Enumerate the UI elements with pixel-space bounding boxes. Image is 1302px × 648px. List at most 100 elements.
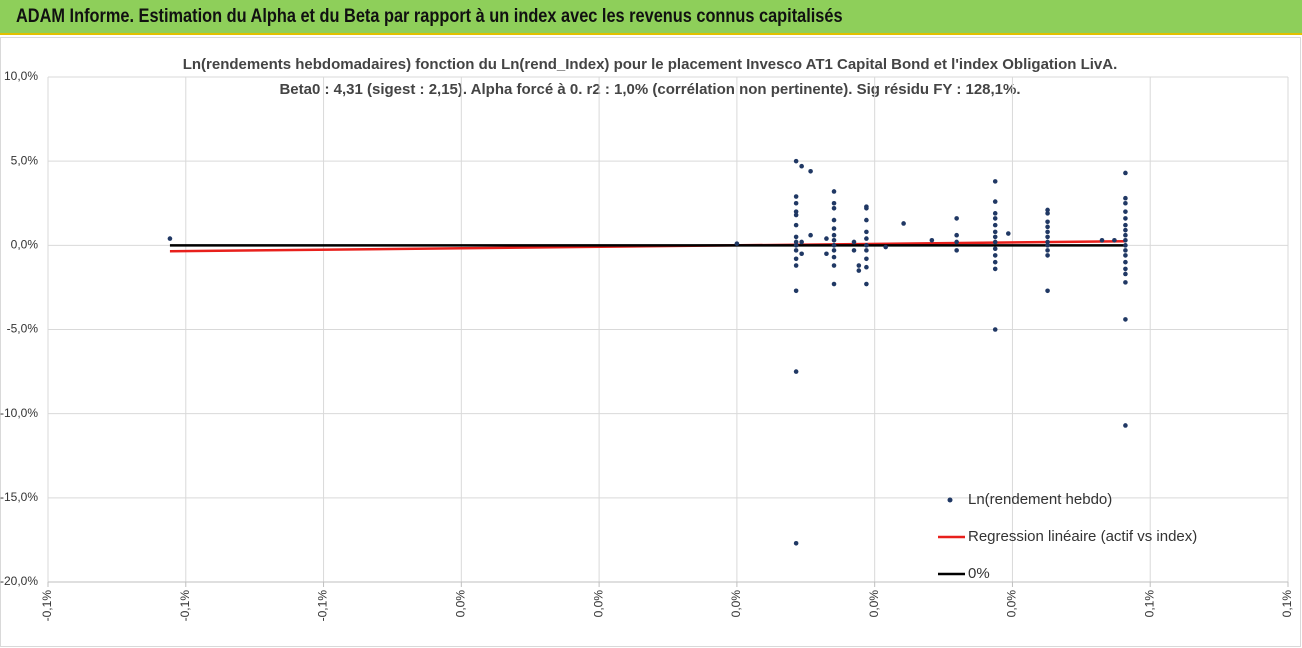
point xyxy=(1045,253,1050,258)
point xyxy=(864,256,869,262)
point xyxy=(1123,248,1128,253)
x-tick-label: -0,1% xyxy=(178,590,192,622)
point xyxy=(864,281,869,287)
point xyxy=(831,232,837,238)
point xyxy=(831,263,837,268)
x-tick-label: 0,0% xyxy=(591,590,605,618)
point xyxy=(831,243,837,248)
point xyxy=(1123,271,1128,277)
point xyxy=(1123,222,1128,228)
legend-label: Ln(rendement hebdo) xyxy=(968,491,1112,508)
x-tick-label: 0,0% xyxy=(729,590,743,618)
point xyxy=(864,229,869,235)
point xyxy=(793,239,799,245)
point xyxy=(1006,231,1011,236)
point xyxy=(793,222,799,228)
point xyxy=(1123,243,1128,248)
point xyxy=(793,234,799,240)
point xyxy=(1123,227,1128,233)
point xyxy=(1045,207,1050,213)
point xyxy=(1123,232,1128,238)
point xyxy=(992,216,998,221)
point xyxy=(1123,170,1128,176)
point xyxy=(992,327,998,332)
point xyxy=(954,216,959,221)
point xyxy=(929,237,935,243)
point xyxy=(864,243,869,248)
point xyxy=(808,168,813,174)
x-tick-label: 0,1% xyxy=(1142,590,1156,618)
chart-title: Ln(rendements hebdomadaires) fonction du… xyxy=(183,56,1118,73)
chart-frame xyxy=(0,37,1301,647)
point xyxy=(901,221,906,226)
point xyxy=(793,212,799,218)
point xyxy=(831,206,837,211)
point xyxy=(864,264,869,270)
point xyxy=(992,222,998,228)
point xyxy=(1112,237,1117,243)
point xyxy=(954,248,959,253)
y-tick-label: 0,0% xyxy=(11,238,39,252)
point xyxy=(793,209,799,214)
point xyxy=(1123,253,1128,258)
y-tick-label: 5,0% xyxy=(11,153,39,167)
point xyxy=(1045,211,1050,216)
point xyxy=(1045,248,1050,253)
point xyxy=(1123,209,1128,214)
x-tick-label: 0,0% xyxy=(1005,590,1019,618)
point xyxy=(793,288,799,294)
point xyxy=(1123,259,1128,265)
point xyxy=(1123,216,1128,221)
point xyxy=(992,239,998,245)
point xyxy=(808,232,813,238)
point xyxy=(824,251,829,257)
point xyxy=(1045,224,1050,230)
point xyxy=(864,206,869,211)
point xyxy=(793,200,799,206)
point xyxy=(992,246,998,251)
point xyxy=(167,236,173,241)
point xyxy=(851,239,857,245)
legend-label: Regression linéaire (actif vs index) xyxy=(968,528,1197,545)
chart: Ln(rendements hebdomadaires) fonction du… xyxy=(0,37,1301,647)
point xyxy=(1123,423,1128,428)
point xyxy=(793,158,799,164)
x-tick-label: -0,1% xyxy=(316,590,330,622)
point xyxy=(831,200,837,206)
point xyxy=(793,256,799,262)
point xyxy=(799,239,804,245)
header-bar: ADAM Informe. Estimation du Alpha et du … xyxy=(0,0,1302,35)
point xyxy=(831,217,837,223)
point xyxy=(856,263,862,268)
point xyxy=(831,226,837,231)
point xyxy=(864,236,869,241)
point xyxy=(1123,266,1128,272)
y-tick-label: -5,0% xyxy=(7,322,39,336)
point xyxy=(851,248,857,253)
point xyxy=(1045,288,1050,294)
point xyxy=(799,163,804,169)
point xyxy=(992,211,998,216)
point xyxy=(1123,237,1128,243)
point xyxy=(1045,239,1050,245)
y-tick-label: -15,0% xyxy=(0,490,38,504)
point xyxy=(793,369,799,374)
y-tick-label: -20,0% xyxy=(0,574,38,588)
point xyxy=(992,259,998,265)
point xyxy=(856,268,862,273)
point xyxy=(831,237,837,243)
point xyxy=(1045,243,1050,248)
point xyxy=(831,248,837,253)
point xyxy=(864,248,869,253)
point xyxy=(793,243,799,248)
point xyxy=(793,194,799,199)
point xyxy=(793,540,799,546)
point xyxy=(992,179,998,184)
chart-subtitle: Beta0 : 4,31 (sigest : 2,15). Alpha forc… xyxy=(279,81,1020,98)
point xyxy=(1045,234,1050,240)
point xyxy=(1123,280,1128,285)
point xyxy=(1123,200,1128,206)
y-tick-label: -10,0% xyxy=(0,406,38,420)
point xyxy=(1123,317,1128,322)
